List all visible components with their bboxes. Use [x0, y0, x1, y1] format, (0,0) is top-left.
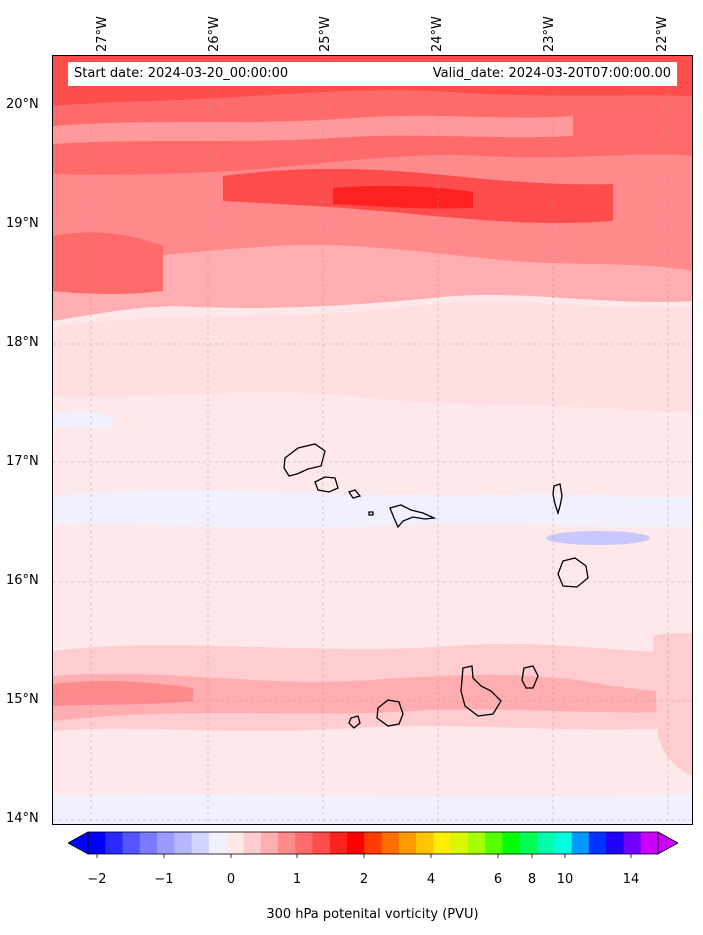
colorbar-swatch [157, 832, 175, 854]
colorbar-swatch [208, 832, 227, 854]
colorbar-swatch [571, 832, 590, 854]
colorbar-label: 300 hPa potenital vorticity (PVU) [266, 907, 479, 922]
colorbar-tick: 10 [556, 872, 574, 887]
island-fogo [376, 699, 404, 727]
colorbar-swatch [347, 832, 365, 854]
colorbar-swatch [312, 832, 331, 854]
colorbar-swatch [623, 832, 642, 854]
island-boa-vista [557, 557, 589, 588]
lat-label: 14°N [6, 811, 39, 826]
colorbar-swatch [243, 832, 262, 854]
island-maio [521, 665, 539, 689]
lon-label: 23°W [542, 16, 557, 52]
colorbar-swatch [554, 832, 573, 854]
lat-label: 19°N [6, 216, 39, 231]
colorbar-swatch [485, 832, 504, 854]
colorbar-tick: 0 [226, 872, 236, 887]
colorbar-swatch [278, 832, 296, 854]
colorbar-tick: 4 [426, 872, 436, 887]
colorbar-swatch [139, 832, 158, 854]
colorbar-extend-min [68, 831, 89, 855]
colorbar-tick: −2 [87, 872, 107, 887]
colorbar-swatch [537, 832, 555, 854]
colorbar-swatch [174, 832, 193, 854]
colorbar-border [87, 831, 659, 855]
valid-date-text: Valid_date: 2024-03-20T07:00:00.00 [432, 66, 671, 81]
colorbar-swatch [606, 832, 624, 854]
colorbar-swatch [364, 832, 383, 854]
lat-label: 20°N [6, 97, 39, 112]
colorbar-swatch [260, 832, 279, 854]
colorbar-swatch [450, 832, 469, 854]
date-info-box: Start date: 2024-03-20_00:00:00 Valid_da… [68, 62, 677, 86]
colorbar-swatch [433, 832, 452, 854]
colorbar-tick: 14 [622, 872, 640, 887]
colorbar-swatch [295, 832, 314, 854]
colorbar-swatch [88, 832, 106, 854]
colorbar-tick: −1 [154, 872, 174, 887]
island-raso [368, 511, 374, 516]
colorbar-swatch [588, 832, 607, 854]
colorbar-swatch [468, 832, 486, 854]
lat-label: 16°N [6, 573, 39, 588]
island-brava [348, 715, 361, 729]
colorbar-swatch [226, 832, 244, 854]
colorbar-tick: 8 [527, 872, 537, 887]
colorbar-swatch [191, 832, 210, 854]
island-santiago [460, 665, 502, 717]
colorbar-swatch [381, 832, 400, 854]
lon-label: 22°W [655, 16, 670, 52]
island-sao-vicente [314, 476, 339, 493]
colorbar-extend-max [657, 831, 678, 855]
lat-label: 15°N [6, 692, 39, 707]
island-sao-nicolau [389, 504, 437, 529]
lon-label: 25°W [318, 16, 333, 52]
start-date-text: Start date: 2024-03-20_00:00:00 [74, 66, 289, 81]
colorbar-tick: 2 [359, 872, 369, 887]
island-santa-luzia [347, 489, 362, 499]
colorbar-tick: 6 [493, 872, 503, 887]
pv-contour-map [53, 56, 692, 824]
lat-label: 17°N [6, 454, 39, 469]
lon-label: 24°W [430, 16, 445, 52]
lon-label: 27°W [95, 16, 110, 52]
colorbar-tick: 1 [292, 872, 302, 887]
island-santo-antao [283, 443, 326, 477]
colorbar-swatch [640, 832, 659, 854]
colorbar-swatch [519, 832, 538, 854]
island-sal [552, 483, 563, 516]
colorbar [68, 831, 678, 858]
colorbar-swatch [416, 832, 434, 854]
colorbar-swatch [105, 832, 124, 854]
colorbar-swatch [329, 832, 348, 854]
colorbar-swatch [502, 832, 521, 854]
lon-label: 26°W [207, 16, 222, 52]
lat-label: 18°N [6, 335, 39, 350]
colorbar-swatch [122, 832, 141, 854]
colorbar-swatch [398, 832, 417, 854]
map-frame [52, 55, 693, 825]
